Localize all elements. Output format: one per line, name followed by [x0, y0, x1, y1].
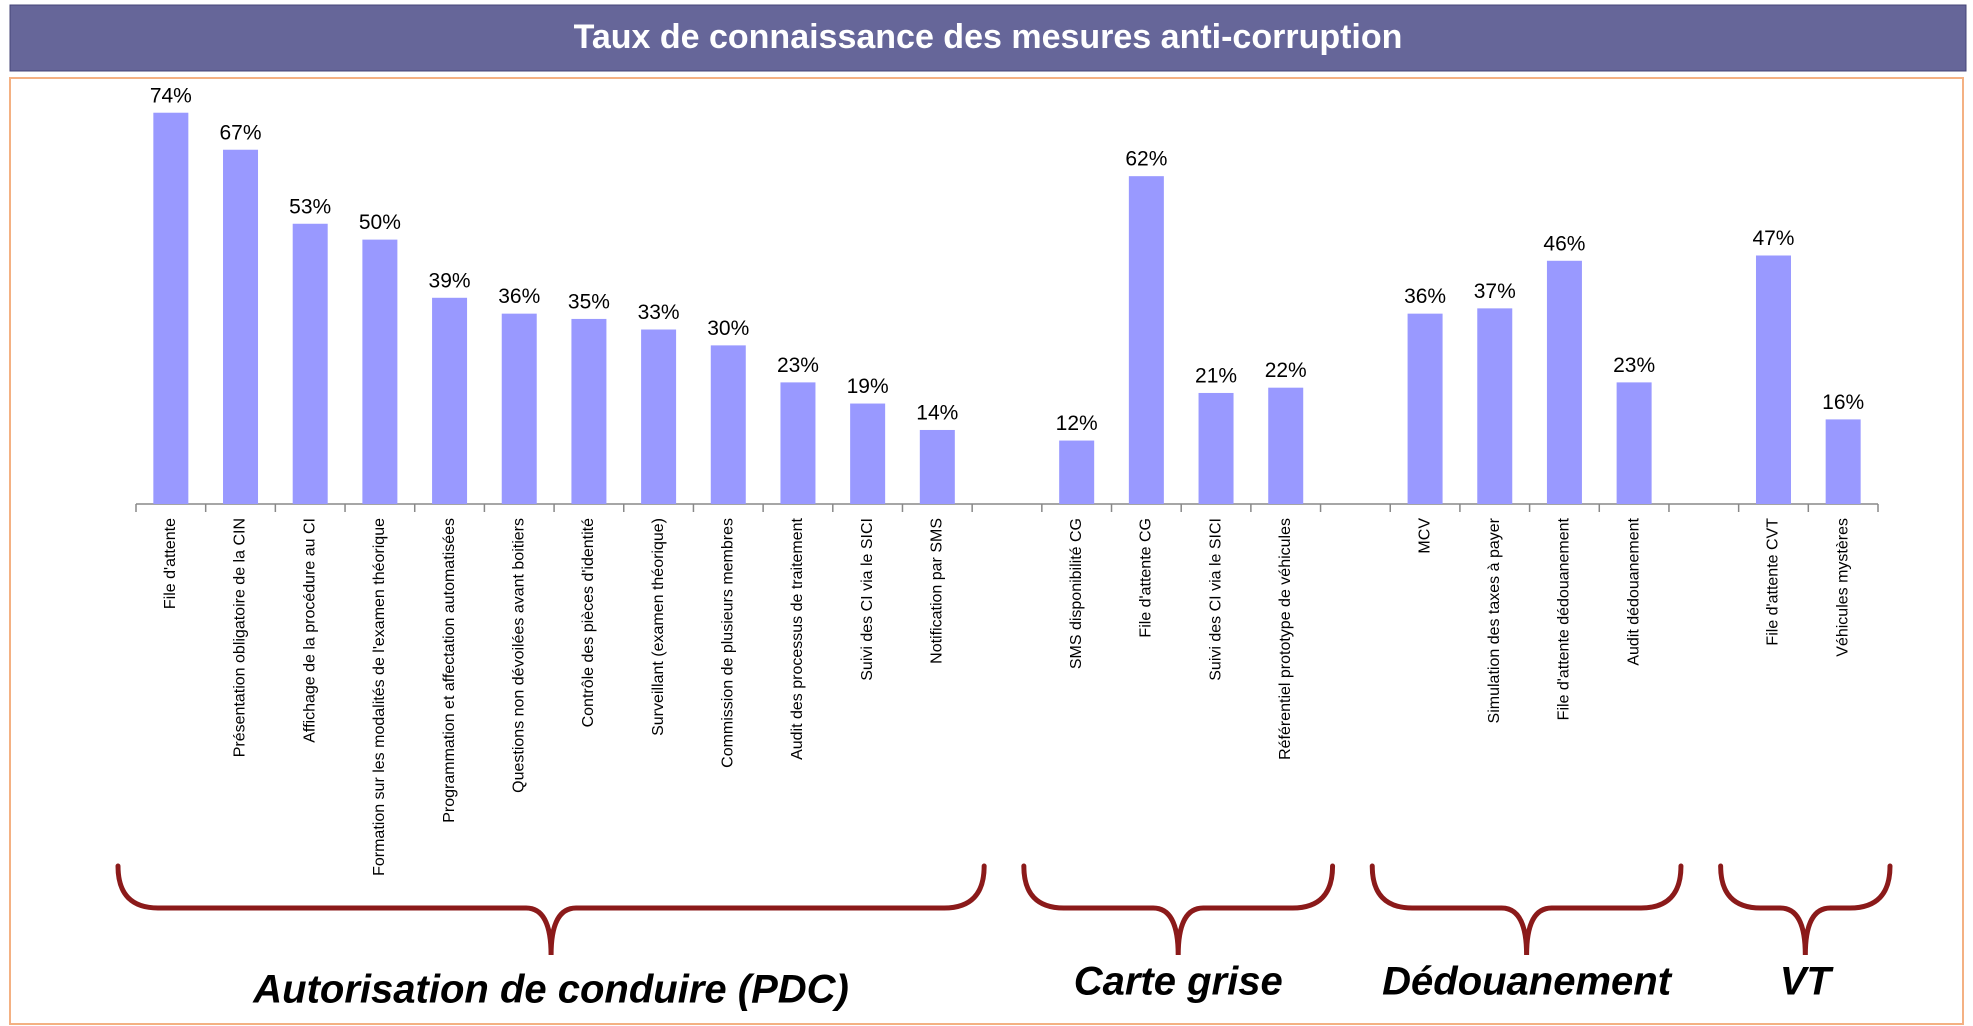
value-label: 30% [707, 317, 749, 340]
value-label: 36% [498, 285, 540, 308]
x-tick-label: MCV [1416, 518, 1433, 554]
bar [780, 382, 816, 504]
bar [710, 345, 746, 504]
bar [1755, 255, 1791, 504]
value-label: 33% [638, 301, 680, 324]
chart-title: Taux de connaissance des mesures anti-co… [574, 18, 1403, 56]
bar [292, 223, 328, 504]
title-bar [9, 4, 1967, 72]
group-label: VT [1780, 960, 1835, 1004]
value-label: 47% [1752, 227, 1794, 250]
x-tick-label: Référentiel prototype de véhicules [1277, 518, 1294, 760]
x-tick-label: Suivi des CI via le SICI [1207, 518, 1224, 681]
bar [153, 112, 189, 504]
bar [1268, 387, 1304, 504]
x-tick-label: SMS disponibilité CG [1068, 518, 1085, 669]
group-label: Autorisation de conduire (PDC) [252, 968, 849, 1012]
bar [1198, 392, 1234, 504]
x-tick-label: Commission de plusieurs membres [719, 518, 736, 768]
x-tick-label: Véhicules mystères [1834, 518, 1851, 657]
value-label: 74% [150, 84, 192, 107]
bar [1059, 440, 1095, 504]
x-tick-label: Questions non dévoilées avant boitiers [510, 518, 527, 793]
x-tick-label: File d'attente CVT [1765, 518, 1782, 646]
value-label: 50% [359, 211, 401, 234]
value-label: 36% [1404, 285, 1446, 308]
bar [1616, 382, 1652, 504]
x-tick-label: Simulation des taxes à payer [1486, 517, 1503, 723]
value-label: 39% [429, 269, 471, 292]
x-tick-label: Suivi des CI via le SICI [859, 518, 876, 681]
value-label: 16% [1822, 391, 1864, 414]
value-label: 19% [847, 375, 889, 398]
group-brace [1718, 863, 1893, 956]
group-brace [1369, 863, 1684, 956]
x-tick-label: Notification par SMS [929, 518, 946, 664]
value-label: 22% [1265, 359, 1307, 382]
bar [1546, 260, 1582, 504]
value-label: 12% [1056, 412, 1098, 435]
x-tick-label: File d'attente dédouanement [1556, 517, 1573, 720]
x-tick-label: Programmation et affectation automatisée… [441, 518, 458, 823]
bar [571, 318, 607, 504]
value-label: 37% [1474, 280, 1516, 303]
value-label: 23% [777, 354, 819, 377]
value-label: 14% [916, 402, 958, 425]
x-tick-label: Présentation obligatoire de la CIN [232, 518, 249, 757]
x-tick-label: Audit dédouanement [1625, 517, 1642, 665]
bar [1477, 308, 1513, 504]
bar [919, 429, 955, 504]
bar [223, 149, 259, 505]
x-tick-label: Surveillant (examen théorique) [650, 518, 667, 736]
bar [850, 403, 886, 504]
x-tick-label: Contrôle des pièces d'identité [580, 518, 597, 728]
x-tick-label: File d'attente [162, 518, 179, 609]
bar [1825, 419, 1861, 504]
bar [501, 313, 537, 504]
value-label: 46% [1543, 232, 1585, 255]
value-label: 23% [1613, 354, 1655, 377]
bar [362, 239, 398, 504]
value-label: 35% [568, 290, 610, 313]
group-brace [1021, 863, 1336, 956]
group-label: Carte grise [1074, 960, 1283, 1004]
x-tick-label: Audit des processus de traitement [789, 517, 806, 759]
bar [1407, 313, 1443, 504]
bar [641, 329, 677, 504]
x-tick-label: File d'attente CG [1138, 518, 1155, 638]
bar [432, 297, 468, 504]
value-label: 21% [1195, 365, 1237, 388]
group-label: Dédouanement [1382, 960, 1673, 1004]
bar [1128, 176, 1164, 505]
value-label: 62% [1125, 148, 1167, 171]
x-tick-label: Formation sur les modalités de l'examen … [371, 518, 388, 876]
group-brace [115, 863, 987, 956]
value-label: 67% [220, 121, 262, 144]
value-label: 53% [289, 195, 331, 218]
x-tick-label: Affichage de la procédure au CI [301, 518, 318, 743]
